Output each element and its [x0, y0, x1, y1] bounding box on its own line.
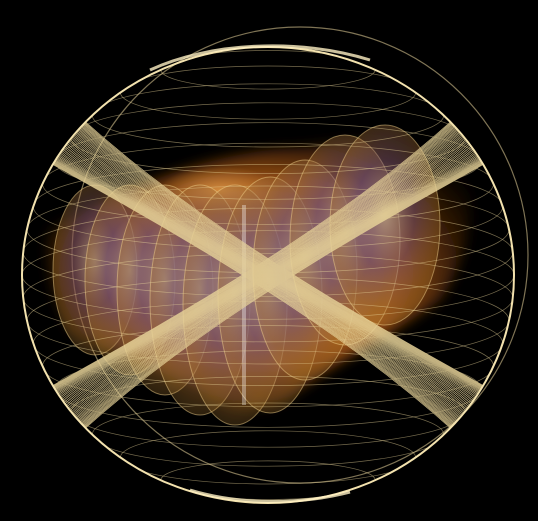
mesh-line	[22, 58, 514, 492]
mesh-line	[22, 58, 514, 492]
mesh-line	[22, 58, 514, 492]
mesh-line	[22, 58, 514, 492]
mesh-line	[22, 58, 514, 492]
mesh-line	[22, 58, 514, 492]
mesh-line	[22, 58, 514, 492]
mesh-line	[22, 58, 514, 492]
mesh-line	[22, 58, 514, 492]
mesh-line	[22, 58, 514, 492]
mesh-line	[22, 58, 514, 492]
mesh-line	[22, 58, 514, 492]
mesh-line	[22, 58, 514, 492]
mesh-line	[22, 58, 514, 492]
mesh-line	[22, 58, 514, 492]
rim-highlight-top	[149, 44, 371, 72]
mesh-line	[22, 58, 514, 492]
mesh-line	[22, 58, 514, 492]
mesh-line	[22, 58, 514, 492]
mesh-ring	[120, 65, 416, 120]
mesh-line	[22, 58, 514, 492]
rim-highlight-bottom	[189, 488, 351, 503]
mesh-line	[22, 58, 514, 492]
mesh-line	[22, 58, 514, 492]
mesh-line	[22, 58, 514, 492]
mesh-line	[22, 58, 514, 492]
mesh-line	[22, 58, 514, 492]
mesh-line	[22, 58, 514, 492]
mesh-ring	[22, 230, 514, 320]
mesh-line	[22, 58, 514, 492]
mesh-line	[22, 58, 514, 492]
mesh-line	[22, 58, 514, 492]
mesh-line	[22, 58, 514, 492]
mesh-line	[22, 58, 514, 492]
mesh-line	[22, 58, 514, 492]
translucent-ellipses	[52, 124, 441, 426]
